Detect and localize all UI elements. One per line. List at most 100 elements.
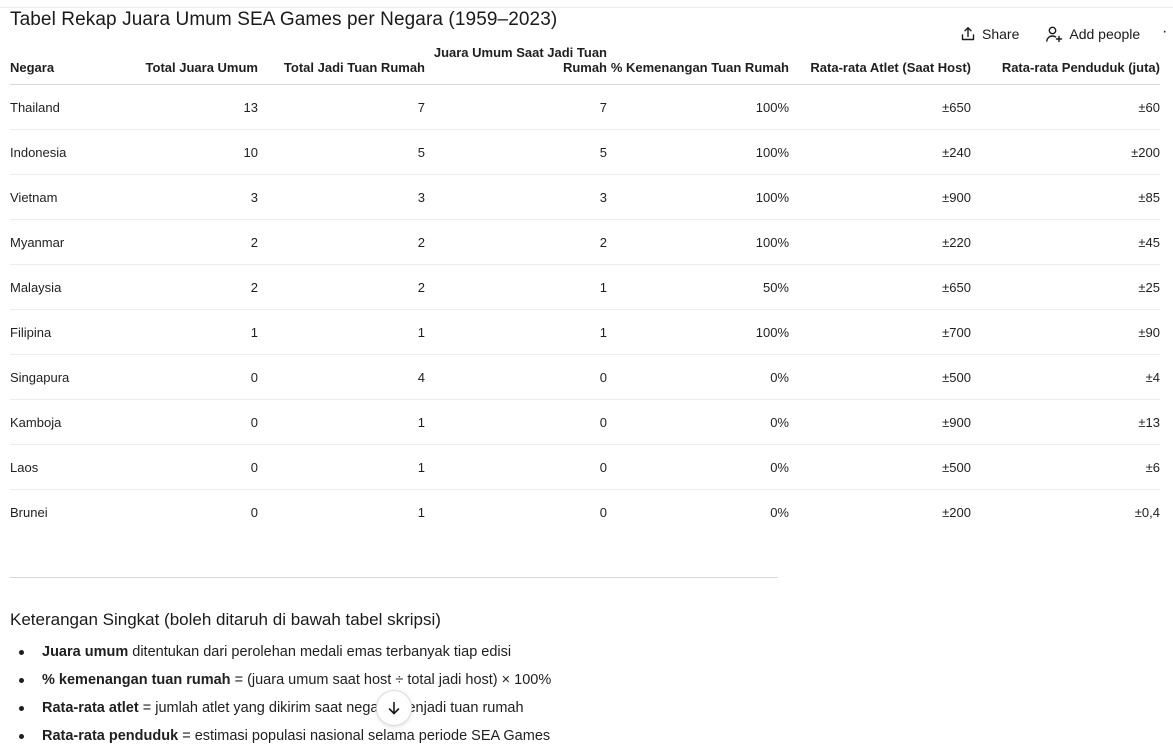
cell-champion-as-host: 0 (425, 399, 607, 445)
add-people-button[interactable]: Add people (1045, 25, 1140, 43)
cell-host-win-percent: 100% (607, 219, 789, 265)
cell-avg-athletes: ±700 (789, 309, 971, 355)
cell-country: Vietnam (10, 174, 100, 220)
cell-country: Singapura (10, 354, 100, 400)
cell-avg-population: ±200 (971, 129, 1160, 175)
scroll-to-bottom-button[interactable] (376, 690, 412, 726)
cell-total-champion: 2 (100, 264, 258, 310)
cell-total-champion: 2 (100, 219, 258, 265)
header-actions: Share Add people (960, 25, 1140, 43)
cell-host-win-percent: 0% (607, 399, 789, 445)
cell-total-host: 4 (258, 354, 425, 400)
cell-avg-population: ±25 (971, 264, 1160, 310)
column-header-avg-population: Rata-rata Penduduk (juta) (971, 44, 1160, 85)
cell-avg-population: ±13 (971, 399, 1160, 445)
cell-total-host: 1 (417, 504, 425, 520)
cell-country: Brunei (10, 504, 48, 520)
cell-champion-as-host: 5 (425, 129, 607, 175)
arrow-down-icon (388, 701, 400, 715)
cell-champion-as-host: 3 (425, 174, 607, 220)
cell-champion-as-host: 1 (425, 264, 607, 310)
note-term: % kemenangan tuan rumah (42, 672, 231, 688)
table-header-row: Negara Total Juara Umum Total Jadi Tuan … (10, 44, 1160, 85)
cell-avg-athletes: ±500 (789, 354, 971, 400)
cell-host-win-percent: 100% (607, 129, 789, 175)
cell-host-win-percent: 0% (770, 504, 789, 520)
cell-host-win-percent: 0% (607, 354, 789, 400)
cell-country: Thailand (10, 84, 100, 130)
column-header-total-host: Total Jadi Tuan Rumah (258, 44, 425, 85)
cell-host-win-percent: 0% (607, 444, 789, 490)
table-row: Malaysia 2 2 1 50% ±650 ±25 (10, 264, 1160, 310)
table-header: Negara Total Juara Umum Total Jadi Tuan … (10, 44, 1160, 85)
cell-total-host: 2 (258, 264, 425, 310)
add-person-icon (1046, 26, 1063, 43)
cell-champion-as-host: 7 (425, 84, 607, 130)
cell-total-host: 5 (258, 129, 425, 175)
cell-host-win-percent: 100% (607, 309, 789, 355)
cell-avg-population: ±4 (971, 354, 1160, 400)
cell-total-champion: 0 (250, 504, 258, 520)
list-item: Juara umum ditentukan dari perolehan med… (10, 640, 551, 668)
section-divider (10, 577, 778, 578)
recap-table-container: Negara Total Juara Umum Total Jadi Tuan … (10, 44, 1160, 534)
table-row: Brunei 0 1 0 0% ±200 ±0,4 (10, 490, 1160, 535)
cell-country: Indonesia (10, 129, 100, 175)
cell-avg-athletes: ±650 (789, 264, 971, 310)
add-people-label: Add people (1069, 26, 1141, 42)
cell-avg-population: ±85 (971, 174, 1160, 220)
share-button[interactable]: Share (960, 26, 1019, 42)
note-term: Juara umum (42, 644, 129, 660)
cell-total-champion: 10 (100, 129, 258, 175)
note-text: ditentukan dari perolehan medali emas te… (128, 644, 512, 660)
cell-host-win-percent: 100% (607, 174, 789, 220)
recap-table: Negara Total Juara Umum Total Jadi Tuan … (10, 44, 1160, 534)
cell-country: Myanmar (10, 219, 100, 265)
cell-avg-athletes: ±900 (789, 174, 971, 220)
cell-avg-population: ±0,4 (1134, 504, 1160, 520)
column-header-total-champion: Total Juara Umum (100, 44, 258, 85)
table-row: Indonesia 10 5 5 100% ±240 ±200 (10, 129, 1160, 175)
column-header-avg-athletes: Rata-rata Atlet (Saat Host) (789, 44, 971, 85)
cell-total-host: 1 (258, 399, 425, 445)
list-item: Rata-rata penduduk = estimasi populasi n… (10, 724, 551, 752)
cell-country: Kamboja (10, 399, 100, 445)
table-row: Laos 0 1 0 0% ±500 ±6 (10, 444, 1160, 490)
cell-avg-athletes: ±500 (789, 444, 971, 490)
cell-avg-population: ±60 (971, 84, 1160, 130)
cell-total-host: 1 (258, 309, 425, 355)
table-row: Thailand 13 7 7 100% ±650 ±60 (10, 84, 1160, 130)
cell-total-champion: 0 (100, 399, 258, 445)
column-header-host-win-percent: % Kemenangan Tuan Rumah (607, 44, 789, 85)
top-divider (0, 7, 1173, 8)
cell-avg-population: ±6 (971, 444, 1160, 490)
cell-total-champion: 1 (100, 309, 258, 355)
notes-list: Juara umum ditentukan dari perolehan med… (10, 640, 551, 752)
table-row: Filipina 1 1 1 100% ±700 ±90 (10, 309, 1160, 355)
cell-avg-population: ±90 (971, 309, 1160, 355)
more-options-button[interactable]: · (1162, 23, 1168, 40)
note-term: Rata-rata penduduk (42, 728, 179, 744)
cell-champion-as-host: 0 (425, 354, 607, 400)
column-header-country: Negara (10, 44, 100, 85)
cell-host-win-percent: 100% (607, 84, 789, 130)
cell-country: Filipina (10, 309, 100, 355)
cell-total-champion: 0 (100, 444, 258, 490)
table-row: Myanmar 2 2 2 100% ±220 ±45 (10, 219, 1160, 265)
cell-champion-as-host: 0 (425, 444, 607, 490)
cell-avg-athletes: ±900 (789, 399, 971, 445)
cell-champion-as-host: 2 (425, 219, 607, 265)
cell-country: Malaysia (10, 264, 100, 310)
cell-champion-as-host: 0 (599, 504, 607, 520)
list-item: Rata-rata atlet = jumlah atlet yang diki… (10, 696, 551, 724)
cell-avg-athletes: ±200 (942, 504, 971, 520)
cell-avg-athletes: ±240 (789, 129, 971, 175)
table-row: Singapura 0 4 0 0% ±500 ±4 (10, 354, 1160, 400)
cell-total-champion: 13 (100, 84, 258, 130)
list-item: % kemenangan tuan rumah = (juara umum sa… (10, 668, 551, 696)
cell-total-host: 7 (258, 84, 425, 130)
note-term: Rata-rata atlet (42, 700, 139, 716)
note-text: = (juara umum saat host ÷ total jadi hos… (230, 672, 552, 688)
cell-total-host: 3 (258, 174, 425, 220)
table-row: Vietnam 3 3 3 100% ±900 ±85 (10, 174, 1160, 220)
